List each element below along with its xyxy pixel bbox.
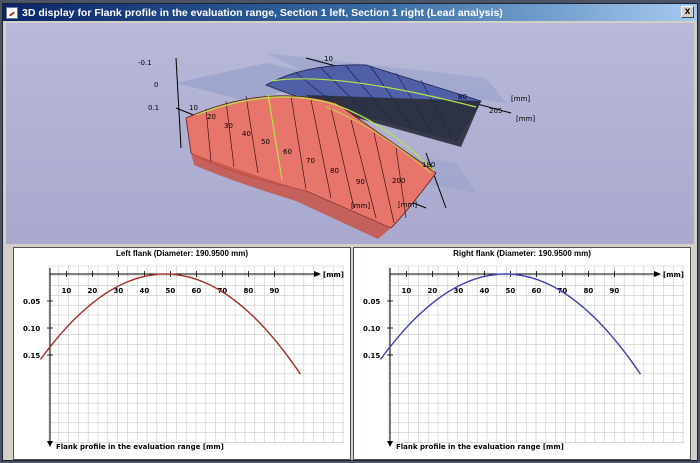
x-tick-label: 30 [114, 287, 124, 295]
x-tick-label: 60 [532, 287, 542, 295]
z-axis [175, 57, 182, 149]
x-axis-arrow-icon [314, 271, 321, 277]
left-flank-panel: Left flank (Diameter: 190.9500 mm) [mm] 1… [13, 247, 351, 460]
x-unit-label: [mm] [663, 271, 684, 279]
x-tick-label: 20 [88, 287, 98, 295]
flank-3d-window: 3D display for Flank profile in the eval… [2, 3, 698, 461]
y-tick-label: 0.10 [23, 325, 40, 333]
right-flank-title: Right flank (Diameter: 190.9500 mm) [453, 249, 591, 258]
x-tick-label: 80 [584, 287, 594, 295]
y-tick-label: 0.10 [363, 325, 380, 333]
x-tick-label: 90 [270, 287, 280, 295]
left-x-tick: 30 [224, 122, 233, 130]
depth-axis [425, 152, 447, 209]
depth-tick: 200 [392, 177, 405, 185]
title-bar[interactable]: 3D display for Flank profile in the eval… [3, 4, 697, 21]
3d-view[interactable]: -0.1 0 0.1 10 20 30 40 50 60 70 80 90 10… [6, 23, 694, 244]
flank-profile-curve [379, 273, 642, 375]
y-tick-label: 0.15 [363, 352, 380, 360]
x-tick-label: 50 [506, 287, 516, 295]
x-tick-label: 40 [140, 287, 150, 295]
x-tick-label: 20 [428, 287, 438, 295]
left-x-tick: 70 [306, 157, 315, 165]
x-unit-label: [mm] [323, 271, 344, 279]
y-tick-label: 0.15 [23, 352, 40, 360]
depth-tick: 205 [489, 107, 502, 115]
x-axis-arrow-icon [654, 271, 661, 277]
mm-label: [mm] [511, 95, 530, 103]
grid [388, 265, 684, 443]
x-tick-label: 30 [454, 287, 464, 295]
x-tick-label: 50 [166, 287, 176, 295]
left-x-tick: 50 [261, 138, 270, 146]
right-flank-panel: Right flank (Diameter: 190.9500 mm) [mm]… [353, 247, 691, 460]
x-tick-label: 40 [480, 287, 490, 295]
window-title: 3D display for Flank profile in the eval… [22, 6, 503, 19]
left-flank-chart: [mm] 10 20 30 40 50 60 70 80 90 0.05 0.10 0.15 Flank … [23, 265, 344, 451]
y-tick-label: 0.05 [363, 298, 380, 306]
z-tick: 0.1 [148, 104, 159, 112]
mm-label: [mm] [351, 202, 370, 210]
left-x-tick: 40 [242, 130, 251, 138]
3d-surface-plot: -0.1 0 0.1 10 20 30 40 50 60 70 80 90 10… [138, 53, 535, 239]
left-x-tick: 60 [283, 148, 292, 156]
close-button[interactable]: x [681, 6, 694, 18]
left-x-tick: 80 [330, 167, 339, 175]
mm-label: [mm] [398, 201, 417, 209]
y-axis-arrow-icon [387, 441, 393, 447]
app-icon [6, 6, 18, 19]
left-x-tick: 10 [189, 104, 198, 112]
depth-tick: 180 [422, 161, 435, 169]
x-tick-label: 90 [610, 287, 620, 295]
x-tick-label: 80 [244, 287, 254, 295]
x-tick-label: 10 [62, 287, 72, 295]
x-tick-label: 10 [402, 287, 412, 295]
right-flank-chart: [mm] 10 20 30 40 50 60 70 80 90 0.05 0.10 0.15 Flank … [363, 265, 684, 451]
right-x-tick: 80 [458, 93, 467, 101]
y-tick-label: 0.05 [23, 298, 40, 306]
left-x-tick: 20 [207, 113, 216, 121]
z-tick: -0.1 [138, 59, 152, 67]
mm-label: [mm] [516, 115, 535, 123]
left-flank-title: Left flank (Diameter: 190.9500 mm) [115, 249, 249, 258]
flank-profile-curve [39, 273, 302, 375]
y-axis-arrow-icon [47, 441, 53, 447]
x-tick-label: 70 [218, 287, 228, 295]
z-tick: 0 [154, 81, 158, 89]
x-tick-label: 70 [558, 287, 568, 295]
right-x-tick: 10 [324, 55, 333, 63]
y-axis-label: Flank profile in the evaluation range [m… [56, 443, 224, 451]
right-flank-surface [265, 64, 482, 147]
left-flank-surface [185, 93, 437, 239]
left-x-tick: 90 [356, 178, 365, 186]
x-tick-label: 60 [192, 287, 202, 295]
y-axis-label: Flank profile in the evaluation range [m… [396, 443, 564, 451]
grid [48, 265, 344, 443]
